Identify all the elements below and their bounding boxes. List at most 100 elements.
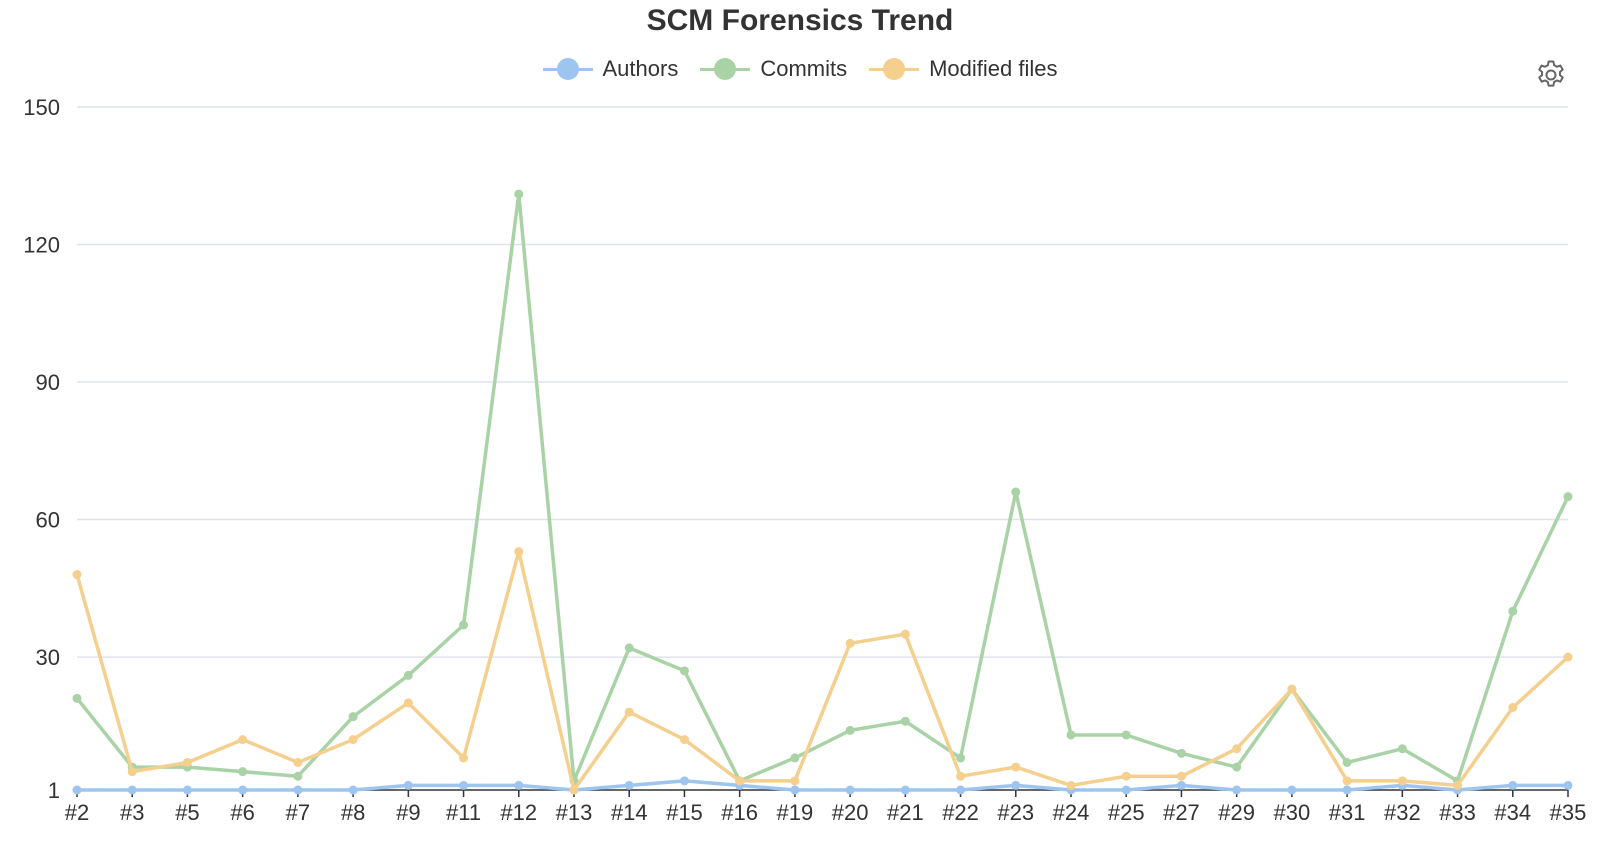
y-tick-label: 30 <box>36 645 60 670</box>
data-point-authors <box>679 776 689 786</box>
data-point-commits <box>624 643 634 653</box>
legend-item-commits[interactable]: Commits <box>700 56 847 82</box>
data-point-modified-files <box>1563 652 1573 662</box>
data-point-commits <box>1176 748 1186 758</box>
x-tick-label: #13 <box>556 800 593 825</box>
data-point-authors <box>514 780 524 790</box>
data-point-modified-files <box>1176 771 1186 781</box>
data-point-commits <box>514 189 524 199</box>
data-point-commits <box>1397 744 1407 754</box>
x-tick-label: #2 <box>65 800 89 825</box>
data-point-modified-files <box>679 735 689 745</box>
x-tick-label: #15 <box>666 800 703 825</box>
x-tick-label: #20 <box>832 800 869 825</box>
data-point-authors <box>127 785 137 795</box>
y-tick-label: 150 <box>23 95 60 120</box>
x-tick-label: #25 <box>1108 800 1145 825</box>
data-point-commits <box>1342 757 1352 767</box>
data-point-authors <box>900 785 910 795</box>
x-tick-label: #32 <box>1384 800 1421 825</box>
data-point-modified-files <box>1011 762 1021 772</box>
data-point-modified-files <box>1287 684 1297 694</box>
x-tick-label: #7 <box>286 800 310 825</box>
data-point-commits <box>679 666 689 676</box>
data-point-commits <box>956 753 966 763</box>
data-point-modified-files <box>1342 776 1352 786</box>
data-point-authors <box>1563 780 1573 790</box>
data-point-modified-files <box>403 698 413 708</box>
legend-label-modified-files: Modified files <box>929 56 1058 81</box>
data-point-authors <box>1232 785 1242 795</box>
chart-title: SCM Forensics Trend <box>646 4 954 37</box>
data-point-authors <box>293 785 303 795</box>
legend-swatch-authors <box>542 57 593 81</box>
data-point-modified-files <box>900 629 910 639</box>
data-point-modified-files <box>1453 780 1463 790</box>
data-point-commits <box>72 693 82 703</box>
data-point-modified-files <box>293 757 303 767</box>
data-point-commits <box>293 771 303 781</box>
data-point-authors <box>403 780 413 790</box>
data-point-authors <box>790 785 800 795</box>
data-point-authors <box>1011 780 1021 790</box>
data-point-commits <box>403 670 413 680</box>
x-tick-label: #30 <box>1274 800 1311 825</box>
data-point-modified-files <box>1397 776 1407 786</box>
data-point-modified-files <box>238 735 248 745</box>
data-point-authors <box>624 780 634 790</box>
data-point-authors <box>459 780 469 790</box>
x-tick-label: #27 <box>1163 800 1200 825</box>
data-point-authors <box>348 785 358 795</box>
y-tick-label: 60 <box>36 508 60 533</box>
data-point-authors <box>182 785 192 795</box>
data-point-modified-files <box>624 707 634 717</box>
gear-icon[interactable] <box>1534 58 1568 92</box>
data-point-commits <box>845 725 855 735</box>
data-point-modified-files <box>845 638 855 648</box>
chart-legend: Authors Commits Modified files <box>0 56 1600 82</box>
x-tick-label: #12 <box>500 800 537 825</box>
data-point-authors <box>238 785 248 795</box>
x-tick-label: #29 <box>1218 800 1255 825</box>
data-point-authors <box>1121 785 1131 795</box>
x-tick-label: #5 <box>175 800 199 825</box>
series-line-commits <box>75 192 1570 783</box>
x-tick-label: #6 <box>230 800 254 825</box>
data-point-commits <box>1563 492 1573 502</box>
data-point-authors <box>956 785 966 795</box>
data-point-modified-files <box>1066 780 1076 790</box>
legend-item-modified-files[interactable]: Modified files <box>869 56 1058 82</box>
x-tick-label: #14 <box>611 800 648 825</box>
data-point-commits <box>1121 730 1131 740</box>
data-point-modified-files <box>956 771 966 781</box>
x-tick-label: #8 <box>341 800 365 825</box>
series-line-authors <box>77 779 1568 792</box>
x-tick-label: #11 <box>446 800 481 825</box>
legend-swatch-modified-files <box>869 57 920 81</box>
data-point-commits <box>1508 606 1518 616</box>
data-point-commits <box>1232 762 1242 772</box>
y-tick-label: 90 <box>36 370 60 395</box>
legend-swatch-commits <box>700 57 751 81</box>
data-point-modified-files <box>1121 771 1131 781</box>
legend-label-commits: Commits <box>760 56 848 81</box>
x-tick-label: #16 <box>721 800 758 825</box>
data-point-modified-files <box>127 767 137 777</box>
x-tick-label: #23 <box>997 800 1034 825</box>
legend-item-authors[interactable]: Authors <box>542 56 678 82</box>
x-tick-label: #9 <box>396 800 420 825</box>
data-point-modified-files <box>348 735 358 745</box>
data-point-modified-files <box>1232 744 1242 754</box>
data-point-authors <box>1342 785 1352 795</box>
data-point-modified-files <box>735 776 745 786</box>
data-point-commits <box>1066 730 1076 740</box>
x-tick-label: #33 <box>1439 800 1476 825</box>
data-point-authors <box>1176 780 1186 790</box>
data-point-modified-files <box>72 570 82 580</box>
data-point-authors <box>1287 785 1297 795</box>
x-tick-label: #19 <box>777 800 814 825</box>
y-tick-label: 120 <box>23 233 60 258</box>
data-point-modified-files <box>1508 702 1518 712</box>
